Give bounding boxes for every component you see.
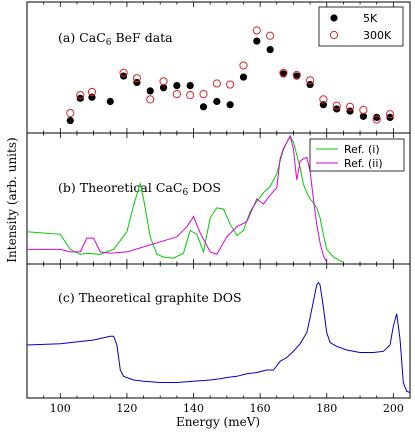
x-tick-label: 140 <box>183 402 204 415</box>
x-axis-tick-labels: 100 120 140 160 180 200 <box>50 402 404 415</box>
legend-panel-b: Ref. (i) Ref. (ii) <box>309 138 405 172</box>
data-point <box>212 79 221 88</box>
legend-300k-label: 300K <box>363 29 392 42</box>
data-point <box>226 101 234 109</box>
data-point <box>66 109 75 118</box>
data-point <box>305 76 315 85</box>
data-point <box>172 89 181 99</box>
data-point <box>359 112 367 120</box>
x-tick-label: 200 <box>383 402 404 415</box>
data-point <box>359 105 368 115</box>
data-point <box>239 61 248 70</box>
data-point <box>266 45 274 54</box>
data-point <box>159 77 168 86</box>
data-point <box>239 73 248 81</box>
data-point <box>186 82 194 90</box>
x-axis-title: Energy (meV) <box>176 415 260 429</box>
data-point <box>292 70 301 80</box>
x-tick-label: 160 <box>250 402 271 415</box>
data-point <box>213 97 221 106</box>
data-point <box>132 74 142 83</box>
data-point <box>87 87 97 97</box>
legend-300k-marker <box>329 30 339 40</box>
data-point <box>319 95 328 104</box>
data-point <box>133 78 141 87</box>
panel-b-label-tail: DOS <box>188 180 221 195</box>
data-point <box>332 101 341 110</box>
x-tick-label: 120 <box>116 402 137 415</box>
data-point <box>306 80 314 89</box>
legend-ref-i-label: Ref. (i) <box>344 143 380 156</box>
series-ref-i-line <box>26 134 344 263</box>
graphite-dos-line <box>26 281 411 393</box>
data-point <box>199 103 208 111</box>
data-point <box>266 31 275 40</box>
panel-b-label: (b) Theoretical CaC6 DOS <box>58 180 221 198</box>
series-ref-ii-line <box>27 134 328 263</box>
data-point <box>199 89 208 99</box>
data-point <box>146 87 154 95</box>
data-point <box>279 68 288 77</box>
panel-a-label-subscript: 6 <box>106 38 112 48</box>
panel-c-label: (c) Theoretical graphite DOS <box>58 290 242 305</box>
data-point <box>186 91 195 100</box>
y-axis-title: Intensity (arb. units) <box>5 137 19 262</box>
panel-a-label-tail: BeF data <box>112 30 174 45</box>
legend-panel-a-box <box>318 6 404 47</box>
data-point <box>106 97 114 106</box>
x-tick-label: 100 <box>50 402 71 415</box>
series-300k-points <box>66 26 395 124</box>
panel-a-label: (a) CaC6 BeF data <box>58 30 173 48</box>
data-point <box>159 84 168 92</box>
legend-5k-label: 5K <box>363 12 378 25</box>
data-point <box>345 102 355 111</box>
x-axis-ticks <box>26 2 411 398</box>
legend-panel-b-box <box>309 138 405 172</box>
data-point <box>119 68 128 77</box>
data-point <box>252 26 261 35</box>
data-point <box>146 95 155 104</box>
data-point <box>226 80 235 89</box>
data-point <box>66 116 74 125</box>
data-point <box>173 82 181 90</box>
legend-5k-marker <box>330 14 338 22</box>
data-point <box>385 110 395 119</box>
data-point <box>76 91 85 100</box>
legend-ref-ii-label: Ref. (ii) <box>344 157 383 170</box>
data-point <box>346 107 354 115</box>
data-point <box>373 113 381 121</box>
legend-panel-a: 5K 300K <box>318 6 404 47</box>
x-tick-label: 180 <box>316 402 337 415</box>
data-point <box>253 37 261 45</box>
panel-c-frame <box>26 263 411 399</box>
panel-b-label-subscript: 6 <box>182 188 188 198</box>
data-point <box>372 115 381 124</box>
